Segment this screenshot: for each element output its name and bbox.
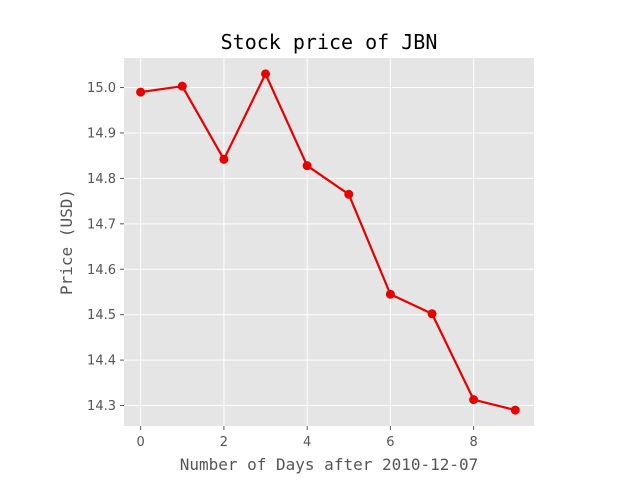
y-tick-label: 14.5	[87, 308, 116, 323]
y-tick-label: 14.6	[87, 263, 116, 278]
x-axis-label: Number of Days after 2010-12-07	[180, 455, 479, 474]
data-point	[427, 309, 437, 319]
data-point	[136, 87, 146, 97]
y-tick-label: 14.4	[87, 354, 116, 369]
x-tick-label: 0	[137, 435, 145, 450]
data-point	[177, 81, 187, 91]
x-tick-label: 8	[470, 435, 478, 450]
data-point	[385, 289, 395, 299]
data-point	[510, 405, 520, 415]
data-series	[136, 69, 520, 415]
y-tick-label: 14.7	[87, 217, 116, 232]
series-line	[140, 72, 516, 412]
data-point	[344, 189, 354, 199]
data-point	[219, 154, 229, 164]
x-tick-label: 4	[303, 435, 311, 450]
y-tick-label: 14.3	[87, 399, 116, 414]
x-tick-label: 6	[386, 435, 394, 450]
y-tick-label: 15.0	[87, 81, 116, 96]
data-point	[261, 69, 271, 79]
y-axis-label: Price (USD)	[57, 189, 76, 295]
plot-area	[124, 58, 534, 426]
data-point	[302, 161, 312, 171]
chart-title: Stock price of JBN	[221, 30, 438, 54]
axis-ticks: 14.3 14.4 14.5 14.6 14.7 14.8 14.9 15.0 0 2 4 6 8	[87, 81, 478, 450]
data-point	[469, 395, 479, 405]
x-tick-label: 2	[220, 435, 228, 450]
y-tick-label: 14.8	[87, 172, 116, 187]
grid-lines	[124, 58, 534, 426]
y-tick-label: 14.9	[87, 126, 116, 141]
